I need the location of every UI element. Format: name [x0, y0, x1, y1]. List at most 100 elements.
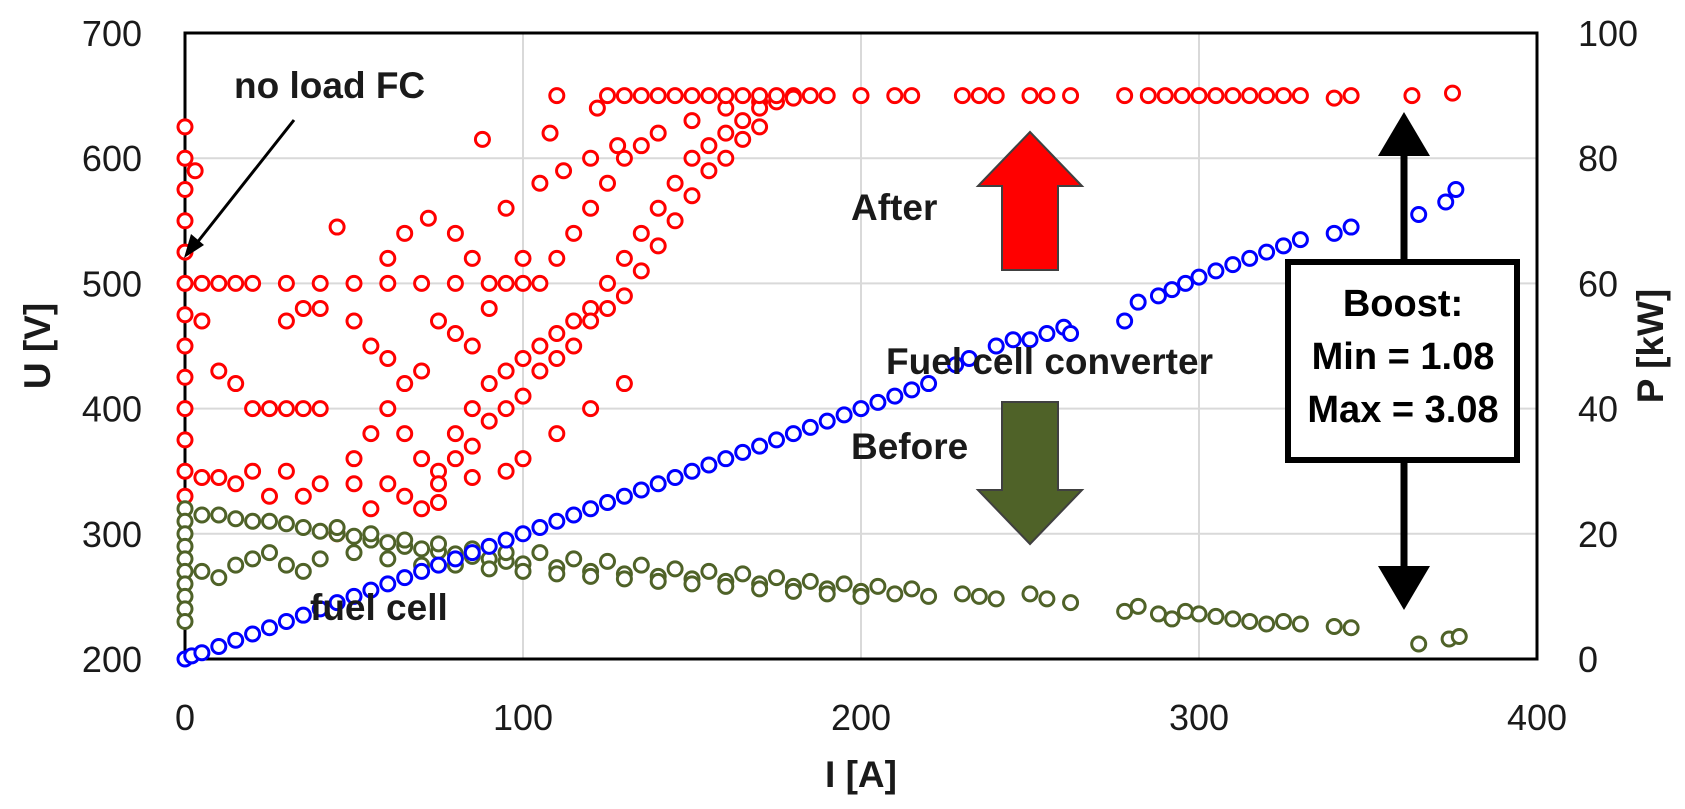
data-point — [227, 274, 245, 292]
data-point — [277, 612, 295, 630]
data-point — [1176, 602, 1194, 620]
data-point — [632, 224, 650, 242]
data-point — [345, 312, 363, 330]
data-point — [311, 400, 329, 418]
data-point — [582, 400, 600, 418]
data-point — [1342, 619, 1360, 637]
data-point — [1190, 87, 1208, 105]
data-point — [261, 544, 278, 562]
y2-tick-labels: 0 20 40 60 80 100 — [1578, 13, 1638, 680]
data-point — [599, 299, 616, 317]
data-point — [463, 249, 481, 267]
data-point — [1207, 607, 1225, 625]
data-point — [176, 212, 194, 230]
data-point — [1173, 87, 1191, 105]
data-point — [1325, 89, 1343, 107]
data-point — [970, 87, 988, 105]
data-point — [1062, 87, 1080, 105]
data-point — [1291, 87, 1309, 105]
data-point — [176, 118, 194, 136]
x-tick-label: 0 — [175, 697, 195, 738]
data-point — [446, 550, 464, 568]
data-point — [565, 506, 583, 524]
converter-label: Fuel cell converter — [886, 341, 1213, 382]
data-point — [210, 506, 228, 524]
data-point — [632, 137, 650, 155]
data-point — [294, 299, 312, 317]
data-point — [1410, 635, 1428, 653]
data-point — [328, 519, 346, 537]
data-point — [1116, 602, 1134, 620]
data-point — [768, 431, 785, 449]
data-point — [987, 590, 1005, 608]
data-point — [541, 124, 559, 142]
data-point — [852, 400, 870, 418]
data-point — [446, 324, 464, 342]
data-point — [751, 437, 769, 455]
data-point — [328, 218, 346, 236]
data-point — [413, 540, 431, 558]
data-point — [717, 149, 735, 167]
data-point — [473, 130, 491, 148]
data-point — [751, 87, 769, 105]
data-point — [1291, 231, 1309, 249]
data-point — [801, 418, 819, 436]
data-point — [244, 512, 262, 530]
data-point — [345, 475, 363, 493]
data-point — [176, 368, 194, 386]
data-point — [345, 544, 363, 562]
data-point — [548, 87, 566, 105]
data-point — [582, 312, 600, 330]
data-point — [379, 475, 397, 493]
data-point — [734, 565, 752, 583]
data-point — [818, 87, 836, 105]
x-tick-label: 200 — [831, 697, 891, 738]
data-point — [1038, 324, 1056, 342]
data-point — [903, 580, 921, 598]
data-point — [497, 274, 515, 292]
data-point — [430, 535, 447, 553]
data-point — [582, 567, 600, 585]
data-point — [294, 606, 312, 624]
data-point — [210, 569, 228, 587]
data-point — [244, 550, 262, 568]
data-point — [632, 556, 650, 574]
data-point — [1163, 610, 1181, 628]
y2-tick-label: 60 — [1578, 263, 1618, 304]
data-point — [446, 425, 464, 443]
data-point — [1190, 268, 1208, 286]
data-point — [649, 475, 667, 493]
before-label: Before — [851, 426, 968, 467]
data-point — [311, 600, 329, 618]
data-point — [1444, 84, 1461, 102]
data-point — [835, 406, 853, 424]
data-point — [1176, 274, 1194, 292]
data-point — [210, 274, 228, 292]
data-point — [599, 87, 616, 105]
y-tick-label: 200 — [82, 639, 142, 680]
data-point — [345, 587, 363, 605]
data-point — [311, 475, 329, 493]
data-point — [886, 387, 904, 405]
data-point — [379, 274, 397, 292]
data-point — [751, 580, 769, 598]
data-point — [430, 475, 447, 493]
data-point — [683, 87, 701, 105]
y-tick-label: 500 — [82, 263, 142, 304]
data-point — [1021, 331, 1039, 349]
data-point — [514, 562, 532, 580]
data-point — [768, 87, 785, 105]
data-point — [548, 249, 566, 267]
data-point — [413, 362, 431, 380]
y-tick-label: 400 — [82, 389, 142, 430]
data-point — [193, 468, 211, 486]
data-point — [1129, 293, 1147, 311]
data-point — [784, 425, 802, 443]
data-point — [565, 337, 583, 355]
data-point — [463, 544, 481, 562]
data-point — [947, 356, 965, 374]
data-point — [1021, 585, 1039, 603]
data-point — [413, 274, 431, 292]
data-point — [463, 337, 481, 355]
data-point — [497, 400, 515, 418]
